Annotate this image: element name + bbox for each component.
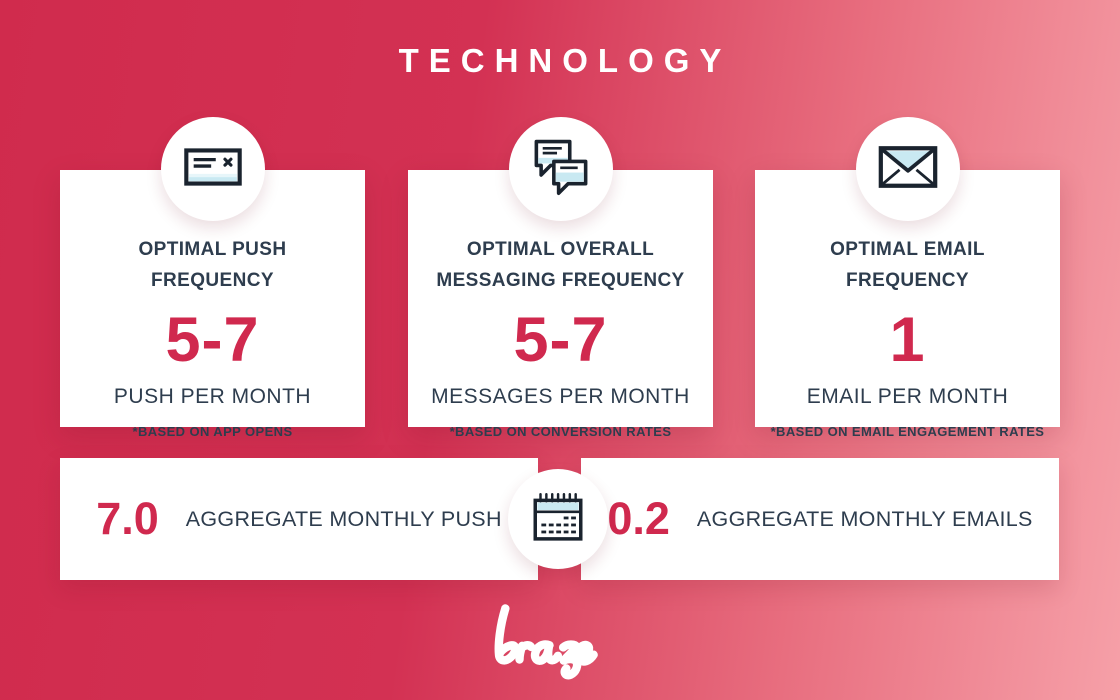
card-unit: EMAIL PER MONTH xyxy=(806,384,1009,408)
card-value: 5-7 xyxy=(165,304,260,375)
aggregate-push-label: AGGREGATE MONTHLY PUSH xyxy=(185,506,502,531)
card-footnote: *BASED ON EMAIL ENGAGEMENT RATES xyxy=(770,423,1045,439)
page-title: TECHNOLOGY xyxy=(398,42,732,79)
aggregate-emails-bar: 0.2 AGGREGATE MONTHLY EMAILS xyxy=(581,458,1059,580)
card-push-frequency: OPTIMAL PUSH FREQUENCY 5-7 PUSH PER MONT… xyxy=(60,117,365,439)
aggregate-push-bar: 7.0 AGGREGATE MONTHLY PUSH xyxy=(60,458,538,580)
aggregate-emails-value: 0.2 xyxy=(607,493,670,544)
push-icon-circle xyxy=(160,117,265,221)
aggregate-push-value: 7.0 xyxy=(96,493,159,544)
card-unit: MESSAGES PER MONTH xyxy=(431,384,690,408)
push-notification-icon xyxy=(182,144,244,195)
card-email-frequency: OPTIMAL EMAIL FREQUENCY 1 EMAIL PER MONT… xyxy=(755,117,1060,439)
card-heading: OPTIMAL OVERALL MESSAGING FREQUENCY xyxy=(436,239,685,292)
calendar-icon xyxy=(530,489,586,550)
card-footnote: *BASED ON APP OPENS xyxy=(132,423,293,439)
card-value: 1 xyxy=(889,304,926,375)
card-messaging-frequency: OPTIMAL OVERALL MESSAGING FREQUENCY 5-7 … xyxy=(408,117,713,439)
card-footnote: *BASED ON CONVERSION RATES xyxy=(449,423,672,439)
chat-icon-circle xyxy=(508,117,613,221)
calendar-icon-circle xyxy=(508,469,608,569)
braze-logo: braze xyxy=(0,598,1120,685)
envelope-icon xyxy=(878,145,938,194)
card-heading: OPTIMAL PUSH FREQUENCY xyxy=(138,239,287,292)
card-heading: OPTIMAL EMAIL FREQUENCY xyxy=(830,239,985,292)
email-icon-circle xyxy=(855,117,960,221)
aggregate-emails-label: AGGREGATE MONTHLY EMAILS xyxy=(696,506,1033,531)
card-unit: PUSH PER MONTH xyxy=(113,384,312,408)
chat-bubbles-icon xyxy=(530,135,592,204)
card-value: 5-7 xyxy=(513,304,608,375)
